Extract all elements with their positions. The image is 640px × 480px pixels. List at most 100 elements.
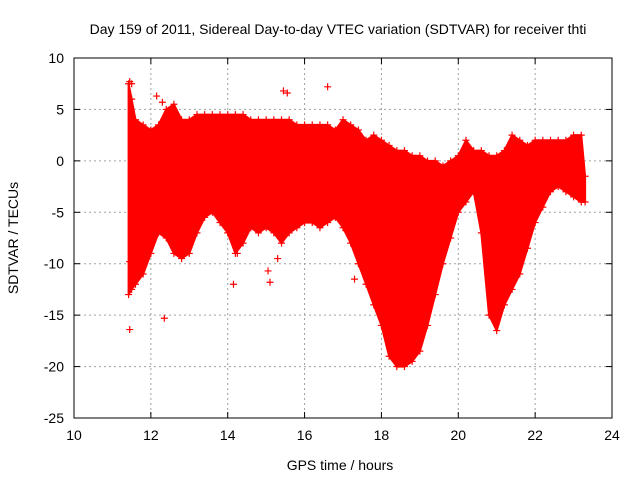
- band-upper-point: [570, 131, 578, 139]
- band-upper-point: [254, 116, 262, 124]
- band-lower-point: [254, 229, 262, 237]
- outlier-point: [497, 235, 505, 243]
- band-upper-point: [470, 147, 478, 155]
- plot-frame: [73, 57, 613, 419]
- band-lower-point: [370, 301, 378, 309]
- outlier-point: [128, 80, 136, 88]
- band-upper-point: [577, 131, 585, 139]
- band-lower-point: [162, 234, 170, 242]
- outlier-point: [126, 258, 134, 266]
- band-lower-point: [500, 301, 508, 309]
- band-lower-point: [362, 280, 370, 288]
- band-upper-point: [531, 136, 539, 144]
- outlier-point: [487, 235, 495, 243]
- y-tick-label: 10: [48, 50, 64, 66]
- y-axis-label: SDTVAR / TECUs: [5, 182, 21, 294]
- band-upper-point: [500, 147, 508, 155]
- y-tick-label: 0: [56, 153, 64, 169]
- band-upper-point: [162, 105, 170, 113]
- band-lower-point: [208, 208, 216, 216]
- data-points: [125, 78, 589, 371]
- band-lower-point: [554, 183, 562, 191]
- band-upper-point: [339, 116, 347, 124]
- band-upper-point: [454, 152, 462, 160]
- band-lower-point: [547, 188, 555, 196]
- band-upper-point: [208, 111, 216, 119]
- band-upper-point: [523, 141, 531, 149]
- band-lower-point: [408, 357, 416, 365]
- x-tick-label: 22: [527, 427, 543, 443]
- band-lower-point: [125, 291, 133, 299]
- band-upper-point: [185, 116, 193, 124]
- band-upper-point: [155, 121, 163, 129]
- band-upper-point: [354, 126, 362, 134]
- band-upper-point: [547, 136, 555, 144]
- band-lower-point: [531, 219, 539, 227]
- band-upper-point: [193, 111, 201, 119]
- band-upper-point: [231, 111, 239, 119]
- band-upper-point: [477, 147, 485, 155]
- band-upper-point: [293, 121, 301, 129]
- x-tick-label: 16: [297, 427, 313, 443]
- band-lower-point: [570, 193, 578, 201]
- band-upper-point: [539, 136, 547, 144]
- band-upper-point: [128, 95, 136, 103]
- band-lower-point: [385, 352, 393, 360]
- band-upper-point: [301, 121, 309, 129]
- band-upper-point: [431, 157, 439, 165]
- band-upper-point: [224, 111, 232, 119]
- band-upper-point: [493, 152, 501, 160]
- band-upper-point: [316, 121, 324, 129]
- band-upper-point: [393, 147, 401, 155]
- band-lower-point: [562, 188, 570, 196]
- band-upper-point: [516, 136, 524, 144]
- y-tick-label: -25: [44, 410, 64, 426]
- x-tick-label: 20: [450, 427, 466, 443]
- band-lower-point: [155, 229, 163, 237]
- band-upper-point: [247, 116, 255, 124]
- band-lower-point: [301, 219, 309, 227]
- band-lower-point: [224, 229, 232, 237]
- band-lower-point: [462, 198, 470, 206]
- outlier-point: [229, 280, 237, 288]
- band-upper-point: [278, 116, 286, 124]
- band-lower-point: [454, 208, 462, 216]
- y-tick-label: -10: [44, 256, 64, 272]
- band-lower-point: [324, 219, 332, 227]
- band-upper-point: [178, 116, 186, 124]
- band-lower-point: [247, 224, 255, 232]
- band-upper-point: [324, 121, 332, 129]
- band-lower-point: [439, 260, 447, 268]
- band-lower-point: [201, 213, 209, 221]
- band-lower-point: [339, 224, 347, 232]
- band-lower-point: [400, 363, 408, 371]
- band-upper-point: [462, 136, 470, 144]
- band-upper-point: [147, 126, 155, 134]
- band-lower-point: [393, 363, 401, 371]
- outlier-point: [324, 83, 332, 91]
- band-lower-point: [239, 239, 247, 247]
- band-lower-point: [262, 224, 270, 232]
- band-lower-point: [447, 234, 455, 242]
- y-tick-label: -5: [52, 204, 65, 220]
- band-lower-point: [477, 229, 485, 237]
- band-upper-point: [170, 100, 178, 108]
- outlier-point: [158, 98, 166, 106]
- band-lower-point: [377, 321, 385, 329]
- band-lower-point: [131, 280, 139, 288]
- band-lower-point: [431, 291, 439, 299]
- band-upper-point: [362, 136, 370, 144]
- band-lower-point: [493, 327, 501, 335]
- band-lower-point: [293, 224, 301, 232]
- band-lower-point: [485, 311, 493, 319]
- x-axis-label: GPS time / hours: [287, 457, 394, 473]
- x-tick-label: 18: [374, 427, 390, 443]
- band-lower-point: [347, 239, 355, 247]
- band-lower-point: [193, 229, 201, 237]
- band-lower-point: [178, 255, 186, 263]
- band-upper-point: [216, 111, 224, 119]
- band-upper-point: [262, 116, 270, 124]
- band-lower-point: [185, 249, 193, 257]
- x-tick-label: 24: [604, 427, 620, 443]
- outlier-point: [233, 249, 241, 257]
